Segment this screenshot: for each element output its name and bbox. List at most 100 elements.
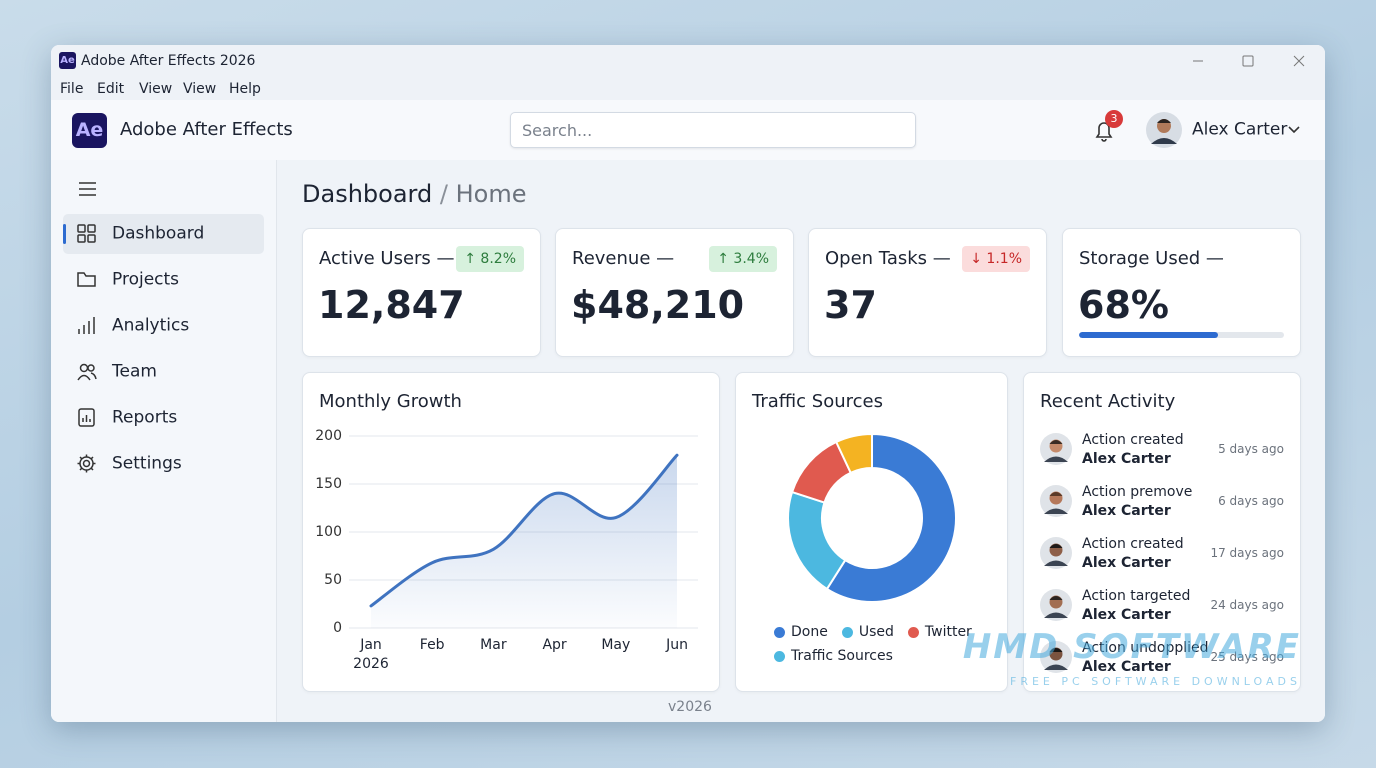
nav-active-bg [63, 214, 264, 254]
maximize[interactable] [1242, 55, 1254, 67]
activity-action: Action targeted [1082, 588, 1191, 604]
nav-item[interactable]: Reports [112, 407, 178, 428]
nav-item[interactable]: Settings [112, 453, 182, 474]
donut-slice [834, 432, 873, 475]
nav-item[interactable]: Analytics [112, 315, 190, 336]
user-name[interactable]: Alex Carter [1192, 119, 1288, 140]
x-tick-label: Jan 2026 [353, 637, 389, 672]
menu-toggle[interactable] [78, 181, 98, 197]
donut-slice [825, 432, 957, 603]
legend-label: Done [791, 624, 828, 640]
breadcrumb: Dashboard / Home [302, 182, 526, 206]
legend-swatch [774, 626, 785, 638]
line [369, 453, 679, 608]
activity-action: Action created [1082, 432, 1184, 448]
nav-icon [77, 272, 96, 287]
search-placeholder: Search... [522, 121, 593, 140]
donut-chart [787, 432, 957, 603]
kpi-label: Open Tasks — [825, 248, 951, 269]
kpi-label: Revenue — [572, 248, 675, 269]
nav-icon [77, 224, 96, 243]
breadcrumb-separator: / [439, 180, 448, 208]
activity-time: 6 days ago [1218, 494, 1284, 508]
kpi-card: Open Tasks — 37 ↓ 1.1% [808, 228, 1047, 357]
nav-item[interactable]: Dashboard [112, 223, 205, 244]
menu-item[interactable]: Edit [97, 81, 125, 97]
nav-item[interactable]: Team [112, 361, 157, 382]
activity-user: Alex Carter [1082, 659, 1171, 675]
chart-title: Traffic Sources [752, 391, 884, 412]
activity-action: Action undopplied [1082, 640, 1209, 656]
title-bar [51, 45, 1325, 100]
activity-time: 25 days ago [1210, 650, 1284, 664]
version: v2026 [668, 699, 712, 715]
activity-avatar [1040, 641, 1072, 673]
title-icon: Ae [59, 52, 76, 69]
activity-avatar [1040, 589, 1072, 621]
y-tick-label: 100 [315, 524, 342, 540]
legend-label: Traffic Sources [791, 648, 893, 664]
kpi-label: Storage Used — [1079, 248, 1224, 269]
nav-active-indicator [63, 224, 66, 244]
growth-card: Monthly Growth 0 50 100 150 200 Jan 2026 Feb Mar… [302, 372, 720, 692]
close[interactable] [1293, 55, 1305, 67]
menu-item[interactable]: Help [229, 81, 261, 97]
line-chart: 0 50 100 150 200 [315, 428, 698, 636]
kpi-value: $48,210 [571, 283, 745, 327]
x-tick-label: Mar [480, 637, 507, 653]
kpi-card: Active Users — 12,847 ↑ 8.2% [302, 228, 541, 357]
traffic-card: Traffic Sources Done Used Twitter Traffic So… [735, 372, 1008, 692]
app-icon: Ae [72, 113, 107, 148]
watermark-title: HMD SOFTWARE [962, 627, 1301, 667]
activity-avatar [1040, 485, 1072, 517]
menu-item[interactable]: File [60, 81, 84, 97]
kpi-value: 37 [824, 283, 877, 327]
search-box[interactable]: Search... [510, 112, 916, 148]
nav-item[interactable]: Projects [112, 269, 180, 290]
legend-item: Traffic Sources [774, 647, 893, 665]
user-avatar[interactable] [1146, 112, 1182, 148]
activity-time: 5 days ago [1218, 442, 1284, 456]
legend-item: Done [774, 623, 828, 641]
line-area [371, 455, 677, 628]
window-controls[interactable] [1181, 51, 1321, 71]
progress-fill [1079, 332, 1219, 338]
x-tick-label: May [601, 637, 631, 653]
legend-item: Used [841, 623, 894, 641]
activity-user: Alex Carter [1082, 451, 1171, 467]
app-name: Adobe After Effects [120, 119, 293, 140]
notification-badge: 3 [1105, 110, 1123, 128]
x-tick-label: Feb [419, 637, 445, 653]
card-title: Recent Activity [1040, 391, 1176, 412]
x-tick-label: Jun [666, 637, 688, 653]
menu-item[interactable]: View [183, 81, 217, 97]
watermark-subtitle: FREE PC SOFTWARE DOWNLOADS [1010, 675, 1301, 688]
kpi-value: 12,847 [318, 283, 465, 327]
legend-swatch [841, 626, 853, 638]
activity-action: Action premove [1082, 484, 1193, 500]
app-window: Ae Adobe After Effects 2026 Ae Adobe Aft… [51, 45, 1325, 722]
nav-icon [78, 317, 95, 334]
activity-user: Alex Carter [1082, 607, 1171, 623]
breadcrumb-parent: Home [455, 180, 527, 208]
y-tick-label: 50 [324, 572, 342, 588]
legend-swatch [907, 626, 919, 638]
legend-swatch [774, 650, 785, 662]
activity-user: Alex Carter [1082, 503, 1171, 519]
progress-track [1079, 332, 1284, 338]
user-menu-chevron[interactable] [1287, 124, 1301, 136]
menu-item[interactable]: View [139, 81, 173, 97]
breadcrumb-current: Dashboard [302, 180, 433, 208]
kpi-badge: ↑ 8.2% [456, 246, 524, 272]
activity-time: 17 days ago [1210, 546, 1284, 560]
activity-card: Recent Activity Action created Alex Carter… [1023, 372, 1301, 692]
activity-action: Action created [1082, 536, 1184, 552]
kpi-label: Active Users — [319, 248, 455, 269]
kpi-badge: ↓ 1.1% [962, 246, 1030, 272]
x-tick-label: Apr [542, 637, 567, 653]
donut-slice [787, 490, 847, 591]
bell-icon[interactable] [1091, 115, 1131, 145]
legend-item: Twitter [907, 623, 972, 641]
nav-icon [77, 363, 97, 381]
y-tick-label: 200 [315, 428, 342, 444]
